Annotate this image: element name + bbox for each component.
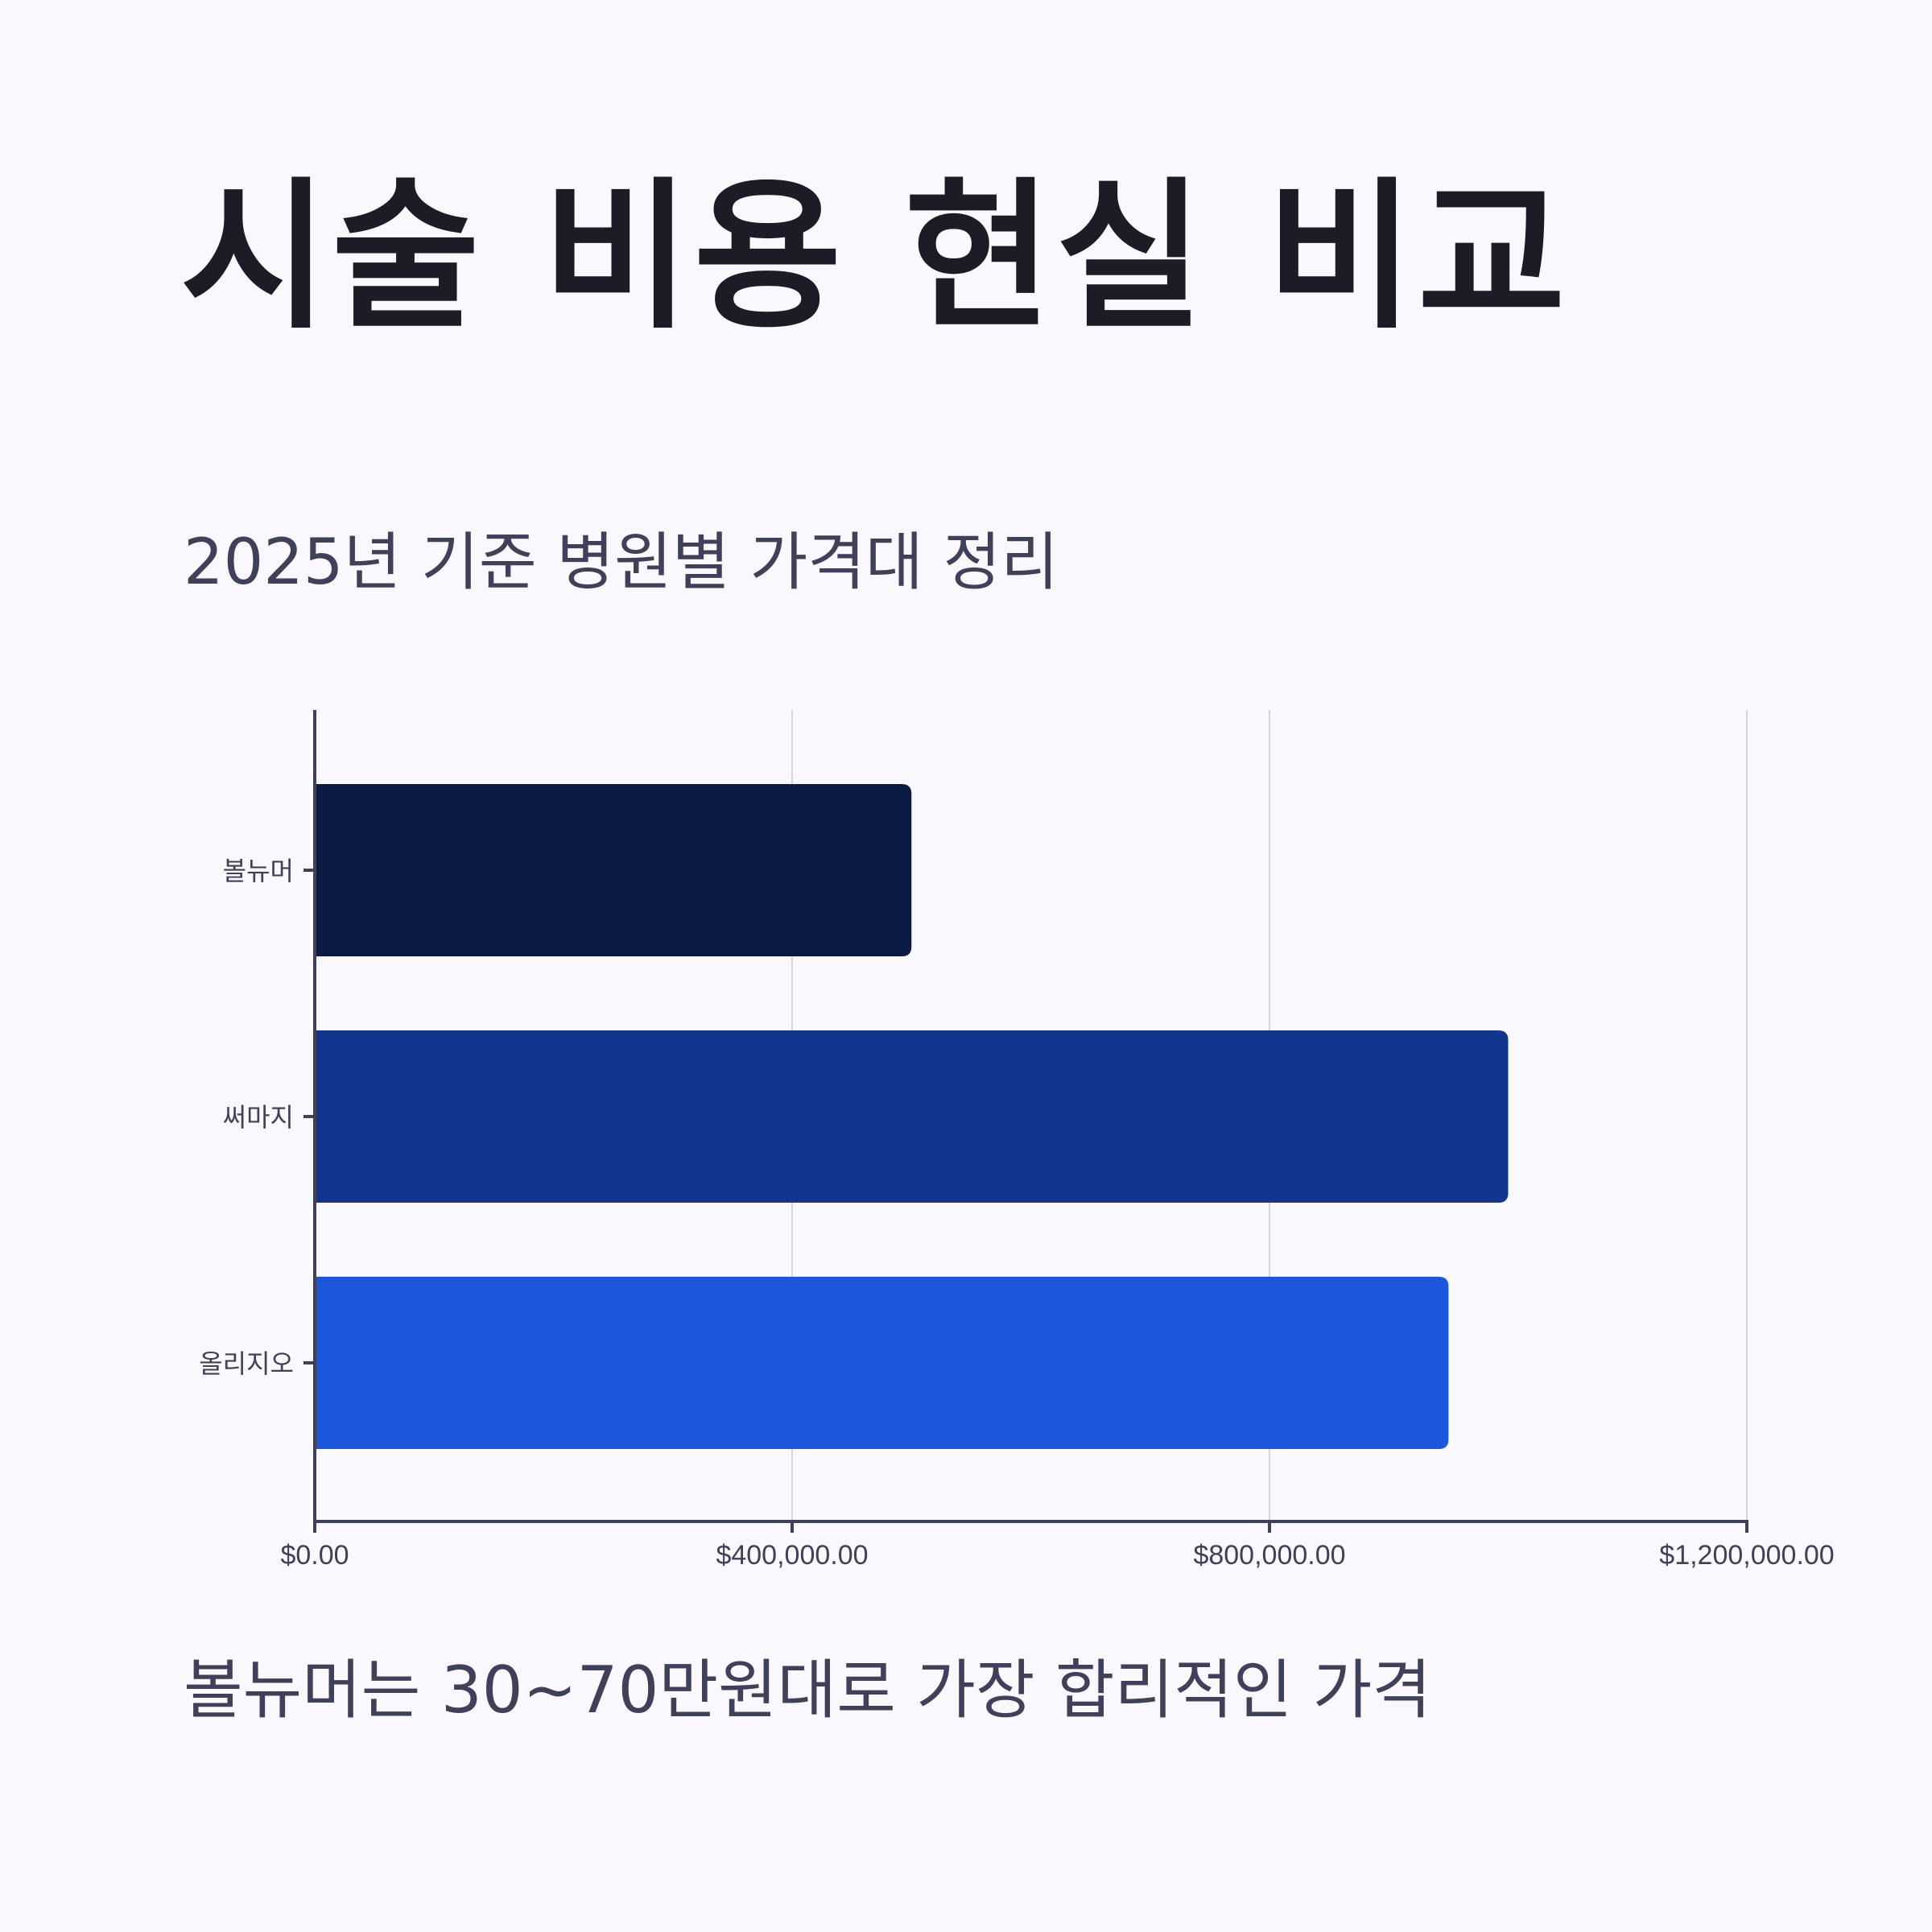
x-tick-label: $1,200,000.00 xyxy=(1659,1540,1834,1571)
chart-labels: $0.00 $400,000.00 $800,000.00 $1,200,000.00… xyxy=(199,857,1834,1571)
bar-1 xyxy=(315,784,912,956)
page-title: 시술 비용 현실 비교 xyxy=(180,163,1569,351)
bar-2 xyxy=(315,1030,1509,1203)
x-tick-label: $800,000.00 xyxy=(1193,1540,1345,1571)
category-label: 올리지오 xyxy=(199,1349,294,1378)
bar-3 xyxy=(315,1277,1449,1449)
chart-caption: 볼뉴머는 30~70만원대로 가장 합리적인 가격 xyxy=(184,1653,1431,1728)
category-label: 써마지 xyxy=(223,1103,294,1132)
chart-axes xyxy=(303,710,1748,1533)
x-tick-label: $400,000.00 xyxy=(716,1540,868,1571)
chart-bars xyxy=(315,784,1509,1449)
category-label: 볼뉴머 xyxy=(223,857,294,886)
x-tick-label: $0.00 xyxy=(280,1540,349,1571)
page-subtitle: 2025년 기준 병원별 가격대 정리 xyxy=(184,526,1059,599)
